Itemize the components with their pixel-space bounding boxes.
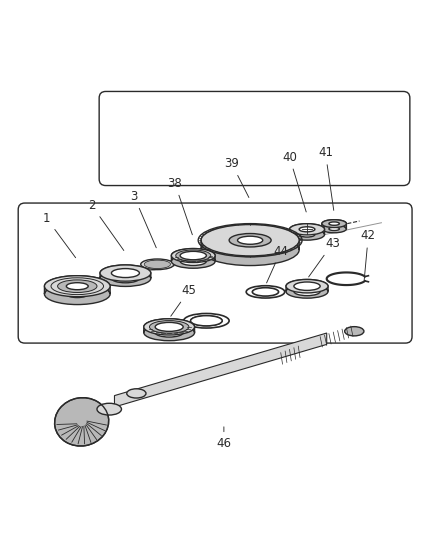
Polygon shape bbox=[144, 319, 194, 333]
Ellipse shape bbox=[44, 284, 110, 304]
FancyBboxPatch shape bbox=[99, 92, 409, 185]
Polygon shape bbox=[201, 224, 298, 250]
Text: 41: 41 bbox=[317, 146, 333, 211]
Ellipse shape bbox=[289, 224, 324, 235]
Text: 42: 42 bbox=[360, 229, 375, 280]
Ellipse shape bbox=[289, 229, 324, 240]
Ellipse shape bbox=[321, 220, 346, 228]
Ellipse shape bbox=[144, 319, 194, 335]
Ellipse shape bbox=[286, 285, 327, 298]
Text: 2: 2 bbox=[88, 199, 124, 251]
Ellipse shape bbox=[66, 282, 88, 290]
Ellipse shape bbox=[57, 280, 97, 293]
Ellipse shape bbox=[97, 403, 121, 415]
Ellipse shape bbox=[155, 322, 183, 332]
Ellipse shape bbox=[141, 259, 173, 270]
Text: 46: 46 bbox=[216, 427, 231, 450]
Text: 1: 1 bbox=[43, 212, 75, 257]
Ellipse shape bbox=[328, 222, 339, 225]
Polygon shape bbox=[44, 276, 110, 294]
Ellipse shape bbox=[229, 233, 271, 247]
Ellipse shape bbox=[201, 234, 298, 265]
Ellipse shape bbox=[190, 316, 222, 326]
Ellipse shape bbox=[175, 250, 210, 261]
Ellipse shape bbox=[146, 261, 168, 268]
Ellipse shape bbox=[293, 287, 319, 296]
Text: 40: 40 bbox=[282, 151, 306, 212]
Ellipse shape bbox=[100, 265, 150, 281]
Ellipse shape bbox=[44, 276, 110, 297]
Text: 44: 44 bbox=[266, 245, 288, 283]
Polygon shape bbox=[289, 224, 324, 235]
Ellipse shape bbox=[201, 224, 298, 256]
Polygon shape bbox=[321, 220, 346, 229]
Text: 45: 45 bbox=[170, 284, 196, 316]
Ellipse shape bbox=[100, 270, 150, 286]
Text: 39: 39 bbox=[224, 157, 248, 198]
Ellipse shape bbox=[51, 278, 103, 295]
Ellipse shape bbox=[252, 288, 278, 296]
Ellipse shape bbox=[344, 327, 363, 336]
Ellipse shape bbox=[171, 254, 215, 268]
Ellipse shape bbox=[298, 232, 314, 237]
Ellipse shape bbox=[149, 320, 188, 333]
Ellipse shape bbox=[180, 257, 206, 265]
Ellipse shape bbox=[155, 328, 183, 337]
Ellipse shape bbox=[293, 282, 319, 290]
Polygon shape bbox=[100, 265, 150, 278]
Text: 3: 3 bbox=[130, 190, 156, 248]
Polygon shape bbox=[114, 333, 326, 407]
Ellipse shape bbox=[321, 225, 346, 233]
Ellipse shape bbox=[180, 252, 206, 260]
Text: 38: 38 bbox=[167, 177, 192, 235]
Polygon shape bbox=[286, 279, 327, 292]
Ellipse shape bbox=[229, 243, 271, 256]
Polygon shape bbox=[171, 248, 215, 261]
FancyBboxPatch shape bbox=[18, 203, 411, 343]
Ellipse shape bbox=[111, 269, 139, 278]
Ellipse shape bbox=[298, 227, 314, 232]
Ellipse shape bbox=[127, 389, 146, 398]
Ellipse shape bbox=[66, 290, 88, 297]
Ellipse shape bbox=[286, 279, 327, 293]
Text: 43: 43 bbox=[308, 237, 339, 277]
Ellipse shape bbox=[171, 248, 215, 263]
Ellipse shape bbox=[328, 227, 339, 231]
Ellipse shape bbox=[144, 325, 194, 341]
Ellipse shape bbox=[237, 236, 262, 244]
Ellipse shape bbox=[54, 398, 109, 446]
Ellipse shape bbox=[144, 260, 170, 269]
Ellipse shape bbox=[190, 316, 222, 326]
Ellipse shape bbox=[111, 274, 139, 283]
